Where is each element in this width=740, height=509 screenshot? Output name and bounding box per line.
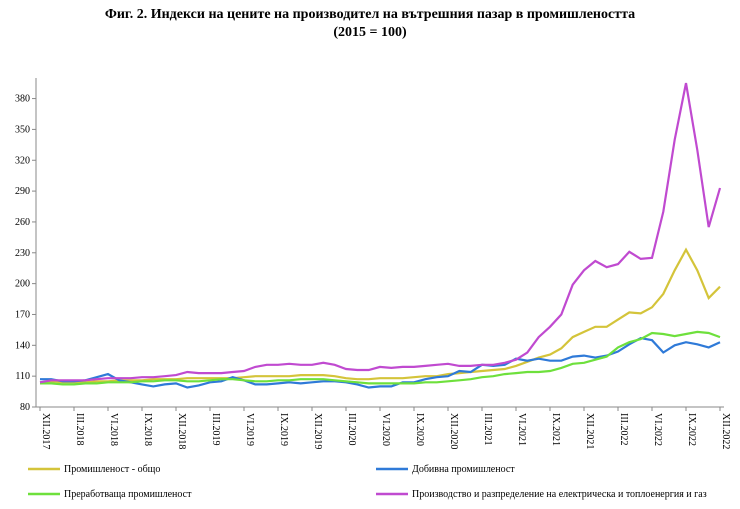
- y-tick-label: 230: [15, 248, 30, 259]
- y-tick-label: 200: [15, 279, 30, 290]
- x-tick-label: III.2022: [618, 413, 629, 446]
- y-tick-label: 380: [15, 94, 30, 105]
- series-line: [39, 82, 722, 384]
- legend-label: Промишленост - общо: [64, 464, 160, 475]
- x-tick-label: III.2020: [346, 413, 357, 446]
- x-tick-label: XII.2017: [40, 413, 51, 449]
- x-tick-label: III.2018: [74, 413, 85, 446]
- x-tick-label: XII.2019: [312, 413, 323, 449]
- x-tick-label: IX.2018: [142, 413, 153, 446]
- x-tick-label: VI.2019: [244, 413, 255, 446]
- y-tick-label: 290: [15, 186, 30, 197]
- y-tick-label: 80: [20, 402, 30, 413]
- x-tick-label: VI.2022: [652, 413, 663, 446]
- y-tick-label: 140: [15, 340, 30, 351]
- x-tick-label: IX.2022: [686, 413, 697, 446]
- y-tick-label: 260: [15, 217, 30, 228]
- y-tick-label: 110: [15, 371, 30, 382]
- y-tick-label: 170: [15, 309, 30, 320]
- x-tick-label: VI.2020: [380, 413, 391, 446]
- legend-label: Добивна промишленост: [412, 464, 515, 475]
- x-tick-label: III.2019: [210, 413, 221, 446]
- y-tick-label: 320: [15, 155, 30, 166]
- x-tick-label: XII.2018: [176, 413, 187, 449]
- x-tick-label: VI.2021: [516, 413, 527, 446]
- x-tick-label: IX.2020: [414, 413, 425, 446]
- x-tick-label: VI.2018: [108, 413, 119, 446]
- x-tick-label: IX.2021: [550, 413, 561, 446]
- x-tick-label: III.2021: [482, 413, 493, 446]
- series-line: [40, 330, 721, 386]
- series-line: [39, 247, 721, 384]
- chart-subtitle: (2015 = 100): [333, 25, 407, 40]
- x-tick-label: IX.2019: [278, 413, 289, 446]
- x-tick-label: XII.2020: [448, 413, 459, 449]
- x-tick-label: XII.2021: [584, 413, 595, 449]
- y-tick-label: 350: [15, 124, 30, 135]
- legend-label: Производство и разпределение на електрич…: [412, 489, 707, 500]
- chart-title: Фиг. 2. Индекси на цените на производите…: [105, 7, 635, 22]
- legend-label: Преработваща промишленост: [64, 489, 192, 500]
- x-tick-label: XII.2022: [720, 413, 731, 449]
